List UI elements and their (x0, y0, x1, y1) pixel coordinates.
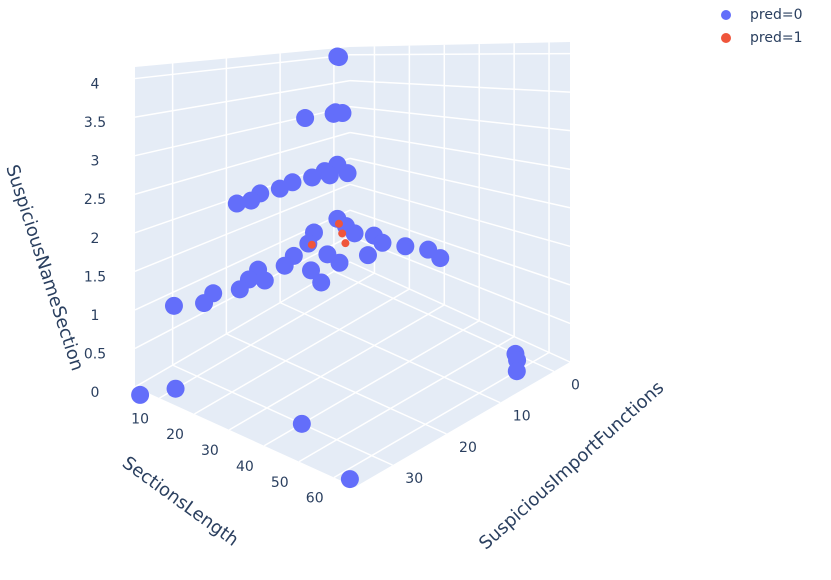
y-tick-label: 20 (459, 440, 477, 456)
point (312, 273, 331, 292)
point (307, 240, 316, 249)
point (195, 294, 214, 313)
z-tick-label: 1.5 (84, 269, 106, 285)
point (320, 166, 339, 185)
x-tick-label: 50 (271, 475, 289, 491)
z-tick-label: 0.5 (84, 346, 106, 362)
grid-line (349, 105, 571, 132)
grid-line (172, 364, 393, 466)
point (338, 229, 347, 238)
y-axis-title: SuspiciousImportFunctions (475, 377, 668, 554)
legend-marker (721, 33, 731, 43)
grid-line (349, 261, 571, 363)
tick-labels: 10 20 30 40 50 60 0 10 20 30 0 0.5 1 1.5 2 2.5 3 3.5 4 (84, 77, 580, 507)
point (333, 104, 352, 123)
grid-line (134, 79, 351, 118)
point (341, 239, 350, 248)
left-wall (135, 47, 350, 387)
point (396, 237, 415, 256)
x-tick-label: 30 (201, 443, 219, 459)
point (345, 224, 364, 243)
points (131, 47, 527, 489)
grid-line (349, 79, 571, 93)
grid-line (226, 333, 447, 435)
floor (135, 262, 570, 487)
point (255, 271, 274, 290)
z-axis-title: SuspiciousNameSection (1, 162, 88, 373)
grid-line (159, 272, 375, 399)
point (338, 164, 357, 183)
point (242, 191, 261, 210)
point (227, 194, 246, 213)
point (292, 414, 311, 433)
legend-label: pred=1 (750, 30, 802, 46)
x-tick-label: 20 (166, 427, 184, 443)
point (431, 249, 450, 268)
grid-line (134, 105, 351, 157)
grid-line (134, 54, 351, 80)
point (166, 379, 185, 398)
x-tick-label: 60 (306, 491, 324, 507)
z-tick-label: 2.5 (84, 192, 106, 208)
x-tick-label: 40 (236, 459, 254, 475)
point (131, 385, 150, 404)
right-wall (350, 42, 570, 362)
point (507, 362, 526, 381)
grid-line (279, 301, 501, 404)
grid-line (349, 183, 571, 248)
grid-line (134, 131, 351, 195)
grid-line (134, 183, 351, 273)
point (275, 256, 294, 275)
grid-line (349, 209, 571, 286)
grid-line (193, 288, 410, 415)
point (270, 179, 289, 198)
z-tick-label: 3.5 (84, 115, 106, 131)
y-tick-label: 30 (405, 471, 423, 487)
point (358, 246, 377, 265)
z-tick-label: 3 (91, 154, 100, 170)
grid-line (349, 131, 571, 170)
point (303, 168, 322, 187)
z-tick-label: 2 (91, 231, 100, 247)
grid-line (349, 52, 571, 56)
x-axis-title: SectionsLength (118, 452, 242, 550)
point (329, 48, 348, 67)
point (373, 233, 392, 252)
legend-marker (721, 10, 731, 20)
point (318, 245, 337, 264)
point (296, 109, 315, 128)
point (302, 261, 321, 280)
grid-line (298, 335, 515, 463)
legend-label: pred=0 (750, 7, 802, 23)
y-tick-label: 10 (513, 409, 531, 425)
legend: pred=0 pred=1 (721, 7, 802, 46)
scene (135, 42, 570, 487)
x-tick-label: 10 (131, 411, 149, 427)
point (230, 280, 249, 299)
point (164, 296, 183, 315)
point (334, 219, 343, 228)
point (340, 470, 359, 489)
z-tick-label: 0 (91, 385, 100, 401)
grid-line (228, 304, 445, 431)
z-tick-label: 1 (91, 308, 100, 324)
grid-line (349, 157, 571, 209)
z-tick-label: 4 (91, 77, 100, 93)
y-tick-label: 0 (571, 377, 580, 393)
